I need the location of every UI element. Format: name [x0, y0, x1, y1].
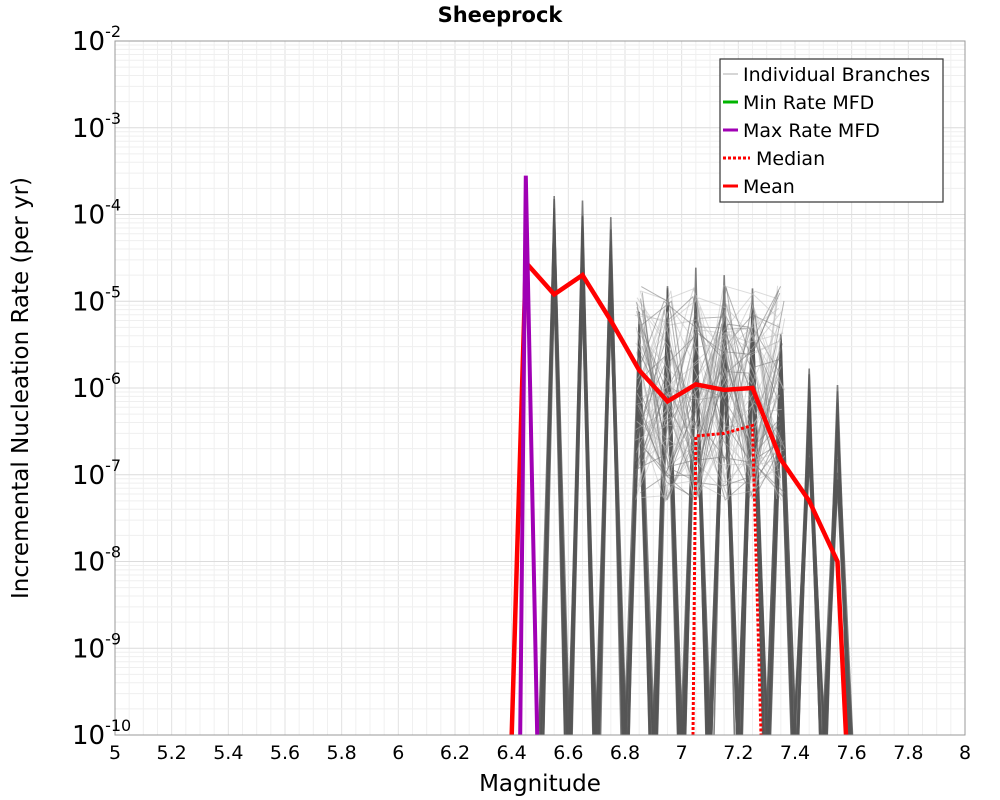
- x-axis-label: Magnitude: [479, 771, 601, 797]
- branch-line: [597, 217, 625, 736]
- x-tick-label: 6.2: [440, 742, 470, 764]
- branch-spike: [821, 384, 854, 736]
- branch-line: [569, 200, 596, 736]
- branch-line: [627, 387, 652, 736]
- branch-line: [768, 402, 793, 736]
- branch-line: [639, 288, 778, 478]
- branch-line: [824, 485, 851, 736]
- x-tick-label: 7: [676, 742, 688, 764]
- x-tick-label: 7.2: [723, 742, 753, 764]
- x-tick-label: 5.4: [213, 742, 243, 764]
- branch-line: [656, 371, 679, 736]
- branch-line: [639, 311, 782, 498]
- x-tick-label: 6.8: [610, 742, 640, 764]
- x-tick-label: 6.4: [497, 742, 527, 764]
- branch-spike: [538, 195, 571, 736]
- branch-line: [824, 384, 851, 736]
- legend: Individual Branches Min Rate MFD Max Rate …: [719, 58, 944, 203]
- legend-label: Median: [756, 148, 825, 170]
- branch-spike: [765, 334, 797, 736]
- branch-line: [639, 290, 779, 399]
- branch-line: [598, 254, 624, 736]
- legend-box: [719, 58, 944, 203]
- y-axis-label: Incremental Nucleation Rate (per yr): [8, 177, 34, 599]
- branch-line: [538, 211, 571, 736]
- branch-line: [653, 295, 682, 736]
- branch-line: [635, 295, 784, 501]
- x-tick-labels: 5 5.2 5.4 5.6 5.8 6 6.2 6.4 6.6 6.8 7 7.2 7.4 7.6 7.8 8: [109, 742, 971, 764]
- branch-line: [741, 304, 764, 736]
- x-tick-label: 5.6: [270, 742, 300, 764]
- branch-line: [684, 361, 708, 736]
- branch-line: [636, 342, 780, 462]
- legend-entry: Mean: [723, 176, 795, 198]
- branch-line: [636, 345, 778, 477]
- x-tick-label: 7.4: [780, 742, 810, 764]
- branch-line: [825, 402, 850, 736]
- branch-spike: [594, 217, 627, 736]
- branch-line: [768, 357, 794, 736]
- plot-frame: [114, 40, 966, 736]
- legend-entry: Min Rate MFD: [723, 92, 874, 114]
- legend-label: Max Rate MFD: [743, 120, 880, 142]
- x-tick-label: 7.8: [893, 742, 923, 764]
- mean-line: [509, 256, 849, 736]
- branch-line: [637, 314, 778, 499]
- x-tick-label: 5.8: [327, 742, 357, 764]
- y-tick-label: 10-9: [72, 629, 121, 664]
- y-tick-label: 10-4: [72, 196, 121, 231]
- y-tick-label: 10-8: [72, 543, 121, 578]
- y-tick-label: 10-6: [72, 369, 121, 404]
- y-tick-label: 10-3: [72, 109, 121, 144]
- branch-spike: [793, 368, 826, 736]
- chart-title: Sheeprock: [438, 3, 564, 27]
- branch-line: [642, 306, 779, 479]
- branch-line: [637, 323, 779, 500]
- y-tick-label: 10-7: [72, 456, 121, 491]
- y-tick-label: 10-10: [72, 716, 131, 751]
- branch-line: [642, 285, 778, 448]
- legend-entry: Median: [723, 148, 825, 170]
- y-tick-label: 10-2: [72, 22, 121, 57]
- branch-line: [642, 389, 778, 502]
- x-tick-label: 5: [109, 742, 121, 764]
- x-tick-label: 5.2: [157, 742, 187, 764]
- legend-entry: Individual Branches: [723, 64, 930, 86]
- y-tick-label: 10-5: [72, 282, 121, 317]
- branch-line: [634, 314, 782, 501]
- y-tick-labels: 10-10 10-9 10-8 10-7 10-6 10-5 10-4 10-3 10-2: [72, 22, 131, 751]
- x-tick-label: 6: [392, 742, 404, 764]
- branch-line: [538, 299, 571, 736]
- series-lines: [509, 175, 849, 736]
- x-tick-label: 6.6: [553, 742, 583, 764]
- branch-line: [793, 419, 826, 736]
- grid: [114, 41, 966, 736]
- legend-label: Individual Branches: [743, 64, 930, 86]
- max-rate-mfd-line: [518, 175, 540, 736]
- legend-entry: Max Rate MFD: [723, 120, 880, 142]
- legend-label: Min Rate MFD: [743, 92, 874, 114]
- x-tick-label: 7.6: [837, 742, 867, 764]
- branch-line: [641, 286, 778, 496]
- x-tick-label: 8: [959, 742, 971, 764]
- median-line: [691, 423, 763, 736]
- branch-line: [640, 285, 782, 494]
- branch-line: [542, 240, 566, 736]
- individual-branches: [538, 195, 854, 736]
- branch-line: [796, 388, 822, 736]
- legend-label: Mean: [743, 176, 795, 198]
